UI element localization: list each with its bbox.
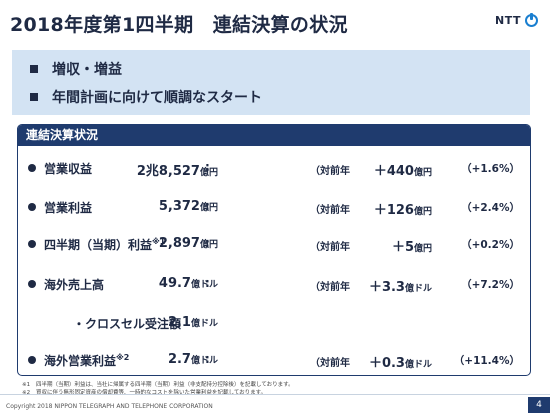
footnote: ※2 買収に伴う無形固定資産の償却費等、一時的なコストを除いた営業利益を記載してお… — [22, 390, 267, 396]
page-number: 4 — [528, 397, 550, 413]
page-title: 2018年度第1四半期 連結決算の状況 — [10, 14, 348, 36]
row-label: 四半期（当期）利益※1 — [44, 237, 166, 252]
highlight-text: 年間計画に向けて順調なスタート — [52, 90, 262, 106]
row-change: ＋126億円 — [373, 203, 432, 218]
dot-bullet-icon — [28, 240, 36, 248]
row-percent: （+7.2%） — [461, 279, 520, 291]
colon: : — [205, 352, 210, 366]
colon: : — [205, 160, 210, 174]
row-percent: （+11.4%） — [453, 355, 520, 367]
copyright: Copyright 2018 NIPPON TELEGRAPH AND TELE… — [6, 403, 213, 410]
dot-bullet-icon — [28, 280, 36, 288]
square-bullet-icon — [30, 65, 38, 73]
result-row-operating-revenue: 営業収益 : 2兆8,527億円 （対前年 ＋440億円 （+1.6%） — [18, 159, 530, 179]
dot-bullet-icon — [28, 203, 36, 211]
row-label: 海外売上高 — [44, 278, 105, 292]
square-bullet-icon — [30, 93, 38, 101]
row-label: 営業収益 — [44, 162, 93, 176]
result-row-operating-profit: 営業利益 : 5,372億円 （対前年 ＋126億円 （+2.4%） — [18, 198, 530, 218]
colon: : — [205, 236, 210, 250]
row-change: ＋440億円 — [373, 164, 432, 179]
yoy-label: （対前年 — [310, 282, 350, 293]
row-percent: （+1.6%） — [461, 163, 520, 175]
row-percent: （+2.4%） — [461, 202, 520, 214]
row-amount: 5,372億円 — [158, 199, 218, 214]
highlight-item: 年間計画に向けて順調なスタート — [30, 87, 262, 107]
result-row-cross-sell: ・クロスセル受注額 2.1億ドル — [18, 314, 530, 334]
row-amount: 2.7億ドル — [167, 352, 218, 367]
logo-text: NTT — [495, 14, 521, 27]
yoy-label: （対前年 — [310, 166, 350, 177]
highlight-box: 増収・増益 年間計画に向けて順調なスタート — [12, 50, 530, 115]
yoy-label: （対前年 — [310, 205, 350, 216]
highlight-item: 増収・増益 — [30, 59, 122, 79]
row-amount: 2.1億ドル — [167, 315, 218, 330]
row-label: 営業利益 — [44, 201, 93, 215]
row-label: 海外営業利益※2 — [44, 353, 130, 368]
colon: : — [205, 276, 210, 290]
highlight-text: 増収・増益 — [52, 62, 122, 78]
colon: : — [205, 199, 210, 213]
row-amount: 49.7億ドル — [158, 276, 218, 291]
row-percent: （+0.2%） — [461, 239, 520, 251]
results-panel: 連結決算状況 営業収益 : 2兆8,527億円 （対前年 ＋440億円 （+1.… — [17, 124, 531, 376]
yoy-label: （対前年 — [310, 358, 350, 369]
footer-divider — [0, 394, 550, 395]
row-label: ・クロスセル受注額 — [73, 317, 182, 331]
row-amount: 2兆8,527億円 — [136, 164, 218, 179]
row-amount: 2,897億円 — [158, 236, 218, 251]
result-row-quarterly-profit: 四半期（当期）利益※1 : 2,897億円 （対前年 ＋5億円 （+0.2%） — [18, 235, 530, 255]
row-change: ＋0.3億ドル — [368, 356, 432, 371]
yoy-label: （対前年 — [310, 242, 350, 253]
result-row-overseas-sales: 海外売上高 : 49.7億ドル （対前年 ＋3.3億ドル （+7.2%） — [18, 275, 530, 295]
ntt-mark-icon — [525, 13, 538, 27]
ntt-logo: NTT — [495, 13, 538, 27]
row-change: ＋3.3億ドル — [368, 280, 432, 295]
result-row-overseas-operating-profit: 海外営業利益※2 : 2.7億ドル （対前年 ＋0.3億ドル （+11.4%） — [18, 351, 530, 371]
row-change: ＋5億円 — [391, 240, 432, 255]
dot-bullet-icon — [28, 356, 36, 364]
panel-title: 連結決算状況 — [18, 125, 530, 146]
footnote: ※1 四半期（当期）利益は、当社に帰属する四半期（当期）利益（非支配持分控除後）を… — [22, 382, 294, 388]
dot-bullet-icon — [28, 164, 36, 172]
